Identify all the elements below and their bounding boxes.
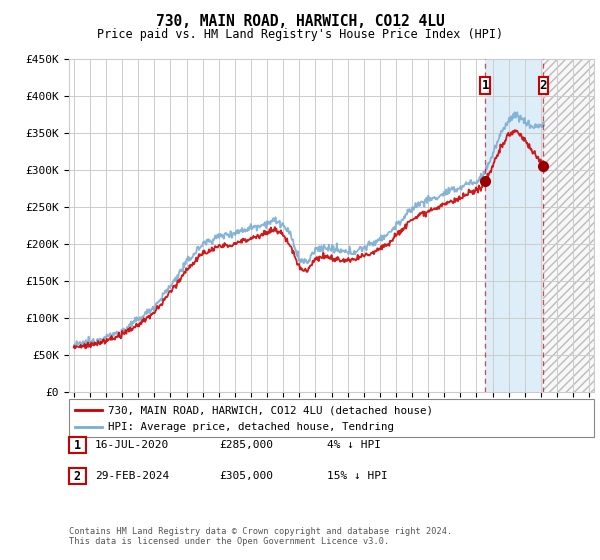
Text: 2: 2 (539, 79, 547, 92)
Text: 730, MAIN ROAD, HARWICH, CO12 4LU (detached house): 730, MAIN ROAD, HARWICH, CO12 4LU (detac… (108, 405, 433, 416)
Text: £285,000: £285,000 (219, 440, 273, 450)
Bar (485, 59, 544, 392)
Text: 730, MAIN ROAD, HARWICH, CO12 4LU: 730, MAIN ROAD, HARWICH, CO12 4LU (155, 14, 445, 29)
Text: 29-FEB-2024: 29-FEB-2024 (95, 471, 169, 481)
Text: 1: 1 (481, 79, 489, 92)
Text: 2: 2 (74, 469, 81, 483)
FancyBboxPatch shape (539, 77, 548, 94)
Text: 15% ↓ HPI: 15% ↓ HPI (327, 471, 388, 481)
Text: 1: 1 (74, 438, 81, 452)
Text: 16-JUL-2020: 16-JUL-2020 (95, 440, 169, 450)
Text: 4% ↓ HPI: 4% ↓ HPI (327, 440, 381, 450)
Text: £305,000: £305,000 (219, 471, 273, 481)
Bar (544, 59, 594, 392)
Text: Contains HM Land Registry data © Crown copyright and database right 2024.
This d: Contains HM Land Registry data © Crown c… (69, 526, 452, 546)
Bar (544, 59, 594, 392)
FancyBboxPatch shape (481, 77, 490, 94)
Text: HPI: Average price, detached house, Tendring: HPI: Average price, detached house, Tend… (108, 422, 394, 432)
Text: Price paid vs. HM Land Registry's House Price Index (HPI): Price paid vs. HM Land Registry's House … (97, 28, 503, 41)
